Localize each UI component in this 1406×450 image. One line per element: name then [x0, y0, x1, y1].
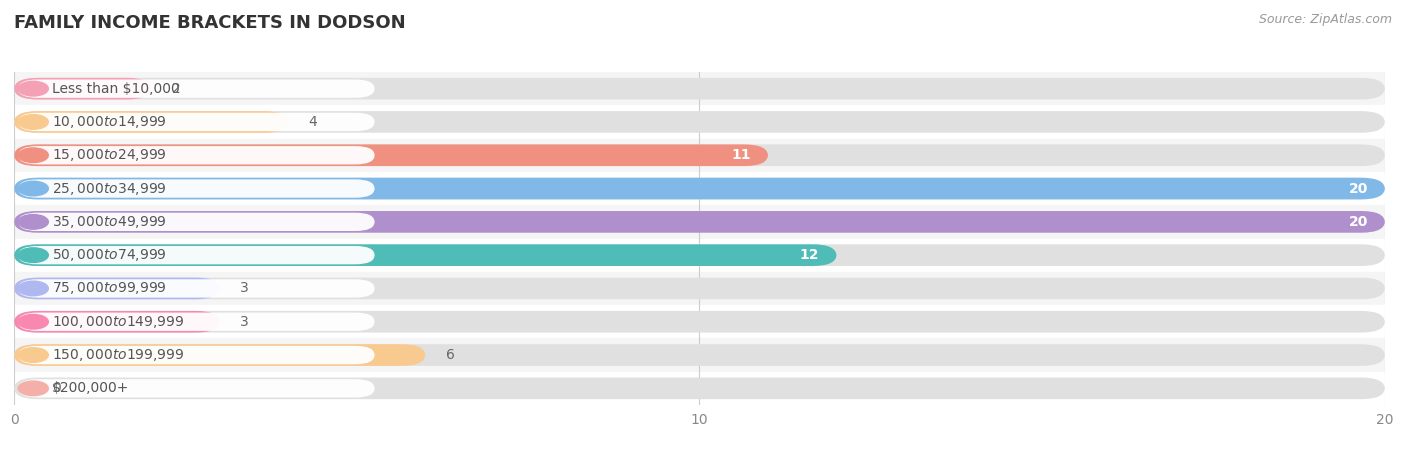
FancyBboxPatch shape	[14, 211, 1385, 233]
Text: $25,000 to $34,999: $25,000 to $34,999	[52, 180, 166, 197]
Bar	[14, 338, 1385, 372]
FancyBboxPatch shape	[18, 379, 374, 397]
Text: 2: 2	[172, 81, 180, 96]
Circle shape	[18, 81, 48, 96]
FancyBboxPatch shape	[18, 146, 374, 164]
Text: 12: 12	[800, 248, 820, 262]
Bar	[14, 238, 1385, 272]
Circle shape	[18, 348, 48, 362]
FancyBboxPatch shape	[18, 113, 374, 131]
Circle shape	[18, 381, 48, 396]
FancyBboxPatch shape	[18, 346, 374, 364]
FancyBboxPatch shape	[18, 279, 374, 297]
Text: $75,000 to $99,999: $75,000 to $99,999	[52, 280, 166, 297]
FancyBboxPatch shape	[14, 178, 1385, 199]
Text: 0: 0	[52, 381, 60, 396]
Text: 20: 20	[1348, 181, 1368, 196]
FancyBboxPatch shape	[14, 78, 152, 99]
Text: FAMILY INCOME BRACKETS IN DODSON: FAMILY INCOME BRACKETS IN DODSON	[14, 14, 406, 32]
Circle shape	[18, 115, 48, 129]
Bar	[14, 105, 1385, 139]
Text: 3: 3	[240, 315, 249, 329]
Circle shape	[18, 281, 48, 296]
FancyBboxPatch shape	[14, 111, 1385, 133]
FancyBboxPatch shape	[14, 244, 1385, 266]
FancyBboxPatch shape	[14, 144, 1385, 166]
Bar	[14, 372, 1385, 405]
Text: $200,000+: $200,000+	[52, 381, 129, 396]
FancyBboxPatch shape	[14, 278, 219, 299]
FancyBboxPatch shape	[14, 378, 1385, 399]
Circle shape	[18, 215, 48, 229]
Circle shape	[18, 181, 48, 196]
FancyBboxPatch shape	[14, 111, 288, 133]
FancyBboxPatch shape	[14, 311, 1385, 333]
Bar	[14, 139, 1385, 172]
Bar	[14, 272, 1385, 305]
Circle shape	[18, 148, 48, 162]
Text: $35,000 to $49,999: $35,000 to $49,999	[52, 214, 166, 230]
Text: $15,000 to $24,999: $15,000 to $24,999	[52, 147, 166, 163]
FancyBboxPatch shape	[18, 80, 374, 98]
FancyBboxPatch shape	[14, 278, 1385, 299]
FancyBboxPatch shape	[14, 344, 1385, 366]
Circle shape	[18, 248, 48, 262]
Text: Source: ZipAtlas.com: Source: ZipAtlas.com	[1258, 14, 1392, 27]
FancyBboxPatch shape	[14, 144, 768, 166]
Bar	[14, 172, 1385, 205]
Text: $50,000 to $74,999: $50,000 to $74,999	[52, 247, 166, 263]
Text: $150,000 to $199,999: $150,000 to $199,999	[52, 347, 184, 363]
Text: $10,000 to $14,999: $10,000 to $14,999	[52, 114, 166, 130]
Bar	[14, 72, 1385, 105]
Circle shape	[18, 315, 48, 329]
Text: 4: 4	[309, 115, 318, 129]
FancyBboxPatch shape	[18, 180, 374, 198]
FancyBboxPatch shape	[18, 313, 374, 331]
FancyBboxPatch shape	[14, 78, 1385, 99]
FancyBboxPatch shape	[14, 178, 1385, 199]
Text: Less than $10,000: Less than $10,000	[52, 81, 180, 96]
FancyBboxPatch shape	[14, 311, 219, 333]
Text: 20: 20	[1348, 215, 1368, 229]
Bar	[14, 305, 1385, 338]
Text: 3: 3	[240, 281, 249, 296]
Text: $100,000 to $149,999: $100,000 to $149,999	[52, 314, 184, 330]
FancyBboxPatch shape	[18, 213, 374, 231]
FancyBboxPatch shape	[14, 244, 837, 266]
Text: 11: 11	[731, 148, 751, 162]
Text: 6: 6	[446, 348, 454, 362]
Bar	[14, 205, 1385, 239]
FancyBboxPatch shape	[14, 344, 425, 366]
FancyBboxPatch shape	[14, 211, 1385, 233]
FancyBboxPatch shape	[18, 246, 374, 264]
